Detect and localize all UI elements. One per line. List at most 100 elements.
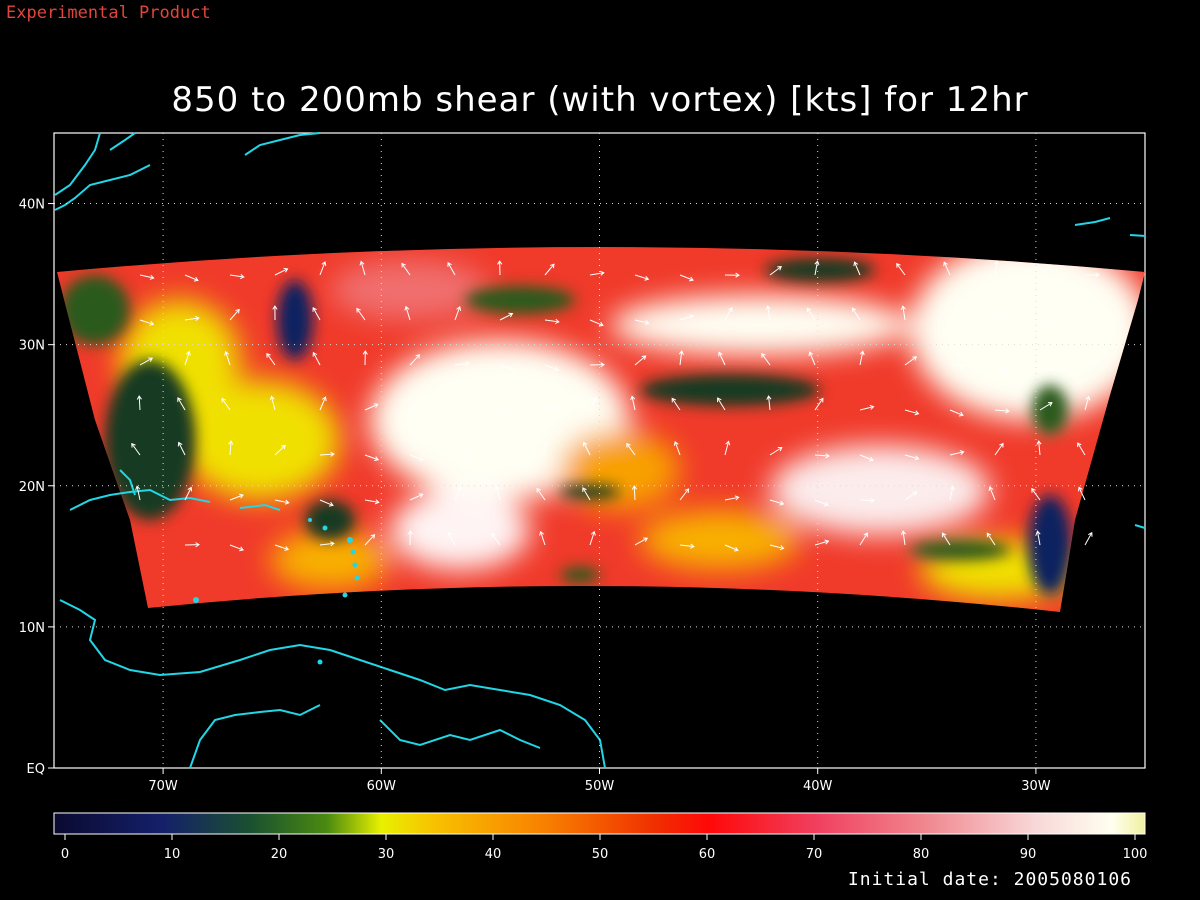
shear-vectors xyxy=(131,260,1100,552)
shear-vector-arrow xyxy=(139,274,155,280)
shear-vector-arrow xyxy=(454,486,462,501)
shear-vector-arrow xyxy=(131,442,141,456)
shear-vector-arrow xyxy=(853,261,861,276)
shear-vector-arrow xyxy=(536,487,546,501)
shear-vector-arrow xyxy=(765,305,771,321)
shear-vector-arrow xyxy=(1084,395,1091,411)
shear-vector-arrow xyxy=(718,351,726,366)
shear-vector-arrow xyxy=(589,270,605,276)
shear-vector-arrow xyxy=(407,530,413,546)
shear-vector-arrow xyxy=(589,530,596,546)
shear-vector-arrow xyxy=(814,260,820,276)
shear-vector-arrow xyxy=(404,305,411,321)
shear-vector-arrow xyxy=(678,350,684,366)
shear-vector-arrow xyxy=(769,544,785,551)
lon-label: 40W xyxy=(803,779,833,794)
shear-vector-arrow xyxy=(274,499,290,505)
longitude-labels: 70W 60W 50W 40W 30W xyxy=(148,779,1050,794)
shear-vector-arrow xyxy=(409,493,424,501)
initial-date: Initial date: 2005080106 xyxy=(847,869,1132,890)
shear-vector-arrow xyxy=(806,307,816,321)
shear-vector-arrow xyxy=(634,319,650,325)
shear-vector-arrow xyxy=(589,362,605,368)
shear-vector-arrow xyxy=(447,531,456,546)
shear-vector-arrow xyxy=(679,314,695,321)
shear-vector-arrow xyxy=(859,404,875,411)
shear-vector-arrow xyxy=(1084,531,1093,546)
shear-vector-arrow xyxy=(1077,442,1086,456)
colorbar-label: 50 xyxy=(592,847,609,862)
shear-vector-arrow xyxy=(539,530,546,546)
shear-vector-arrow xyxy=(808,351,816,366)
shear-vector-arrow xyxy=(814,539,830,546)
shear-vector-arrow xyxy=(1084,319,1099,327)
lon-label: 50W xyxy=(585,779,615,794)
lat-label: 40N xyxy=(19,198,45,213)
shear-vector-arrow xyxy=(312,351,321,366)
lon-label: 30W xyxy=(1021,779,1051,794)
colorbar-label: 0 xyxy=(61,847,69,862)
shear-vector-arrow xyxy=(671,397,681,411)
shear-vector-arrow xyxy=(589,319,604,327)
shear-vector-arrow xyxy=(319,541,335,547)
coastlines xyxy=(54,132,1146,769)
shear-vector-arrow xyxy=(949,307,958,321)
shear-vector-arrow xyxy=(1039,402,1053,411)
shear-vector-arrow xyxy=(269,395,276,411)
shear-vector-arrow xyxy=(994,314,1010,321)
shear-vector-arrow xyxy=(228,440,234,456)
colorbar-label: 10 xyxy=(164,847,181,862)
shear-vector-arrow xyxy=(364,534,376,546)
shear-vector-arrow xyxy=(589,396,598,411)
colorbar-label: 100 xyxy=(1123,847,1148,862)
shear-vector-arrow xyxy=(401,262,411,276)
shear-vector-arrow xyxy=(184,542,200,548)
shear-vector-arrow xyxy=(904,454,920,461)
colorbar-label: 70 xyxy=(806,847,823,862)
shear-vector-arrow xyxy=(274,444,286,456)
shear-vector-arrow xyxy=(949,409,964,417)
shear-vector-arrow xyxy=(724,440,731,456)
shear-vector-arrow xyxy=(319,261,327,276)
shear-vector-arrow xyxy=(229,308,240,321)
shear-vector-arrow xyxy=(859,497,875,504)
colorbar xyxy=(53,812,1146,835)
shear-vector-arrow xyxy=(814,453,830,459)
shear-vector-arrow xyxy=(136,395,142,411)
colorbar-ticks: 0 10 20 30 40 50 60 70 80 90 100 xyxy=(61,834,1148,862)
shear-vector-arrow xyxy=(988,486,996,501)
shear-vector-arrow xyxy=(724,544,739,552)
map-grid xyxy=(48,133,1145,774)
shear-vector-arrow xyxy=(631,485,637,501)
shear-vector-arrow xyxy=(497,260,503,276)
shear-vector-arrow xyxy=(904,356,918,366)
shear-vector-arrow xyxy=(135,485,141,501)
shear-vector-arrow xyxy=(679,488,690,501)
shear-vector-arrow xyxy=(900,530,907,546)
colorbar-label: 30 xyxy=(378,847,395,862)
shear-vector-arrow xyxy=(949,362,965,368)
shear-vector-arrow xyxy=(409,454,425,462)
colorbar-label: 80 xyxy=(913,847,930,862)
shear-vector-arrow xyxy=(454,451,470,457)
shear-vector-arrow xyxy=(1039,319,1055,326)
shear-vector-arrow xyxy=(499,409,515,415)
shear-vector-arrow xyxy=(673,440,681,456)
shear-vector-arrow xyxy=(319,396,327,411)
shear-vector-arrow xyxy=(761,352,771,366)
shear-vector-arrow xyxy=(717,397,726,411)
shear-vector-arrow xyxy=(356,307,366,321)
shear-vector-arrow xyxy=(364,499,380,505)
shear-vector-arrow xyxy=(184,315,200,321)
lon-label: 70W xyxy=(148,779,178,794)
shear-vector-arrow xyxy=(272,305,278,321)
shear-vector-arrow xyxy=(630,395,636,411)
shear-vector-arrow xyxy=(184,486,193,501)
shear-vector-arrow xyxy=(859,350,865,366)
shear-vector-arrow xyxy=(859,532,868,546)
shear-vector-arrow xyxy=(1035,530,1041,546)
shear-vector-arrow xyxy=(994,442,1004,456)
shear-vector-arrow xyxy=(1078,486,1086,501)
shear-vector-arrow xyxy=(177,397,186,411)
shear-vector-arrow xyxy=(364,454,380,462)
